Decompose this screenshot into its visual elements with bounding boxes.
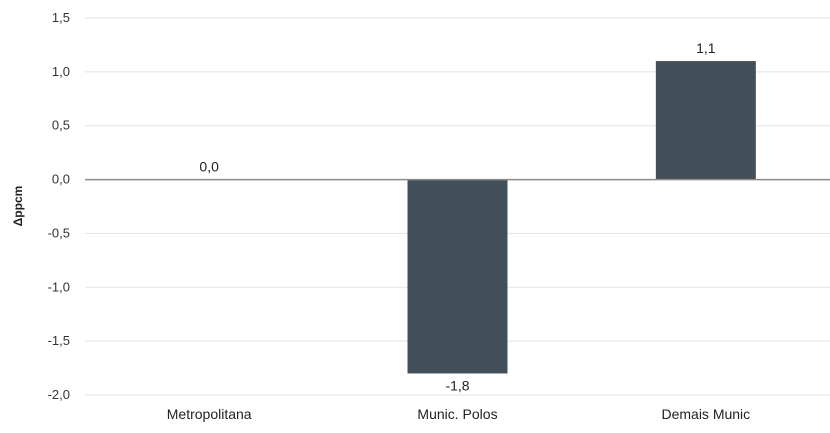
y-tick-label: -0,5 xyxy=(48,225,70,240)
y-tick-label: -1,5 xyxy=(48,333,70,348)
bar xyxy=(407,179,508,374)
y-tick-label: -2,0 xyxy=(48,387,70,402)
data-label: 0,0 xyxy=(199,159,219,175)
x-category-label: Munic. Polos xyxy=(417,406,497,422)
y-tick-label: 1,0 xyxy=(52,64,70,79)
label-layer: 1,5 1,0 0,5 0,0 -0,5 -1,0 -1,5 -2,0 Metropolitan… xyxy=(48,10,751,422)
bar-layer xyxy=(407,61,756,374)
x-category-label: Demais Munic xyxy=(661,406,750,422)
y-tick-label: 1,5 xyxy=(52,10,70,25)
data-label: 1,1 xyxy=(696,40,716,56)
y-tick-label: 0,5 xyxy=(52,118,70,133)
bar xyxy=(655,61,756,180)
y-tick-label: 0,0 xyxy=(52,172,70,187)
y-tick-label: -1,0 xyxy=(48,279,70,294)
data-label: -1,8 xyxy=(445,377,469,393)
y-axis-title: Δppcm xyxy=(11,186,25,227)
x-category-label: Metropolitana xyxy=(167,406,252,422)
